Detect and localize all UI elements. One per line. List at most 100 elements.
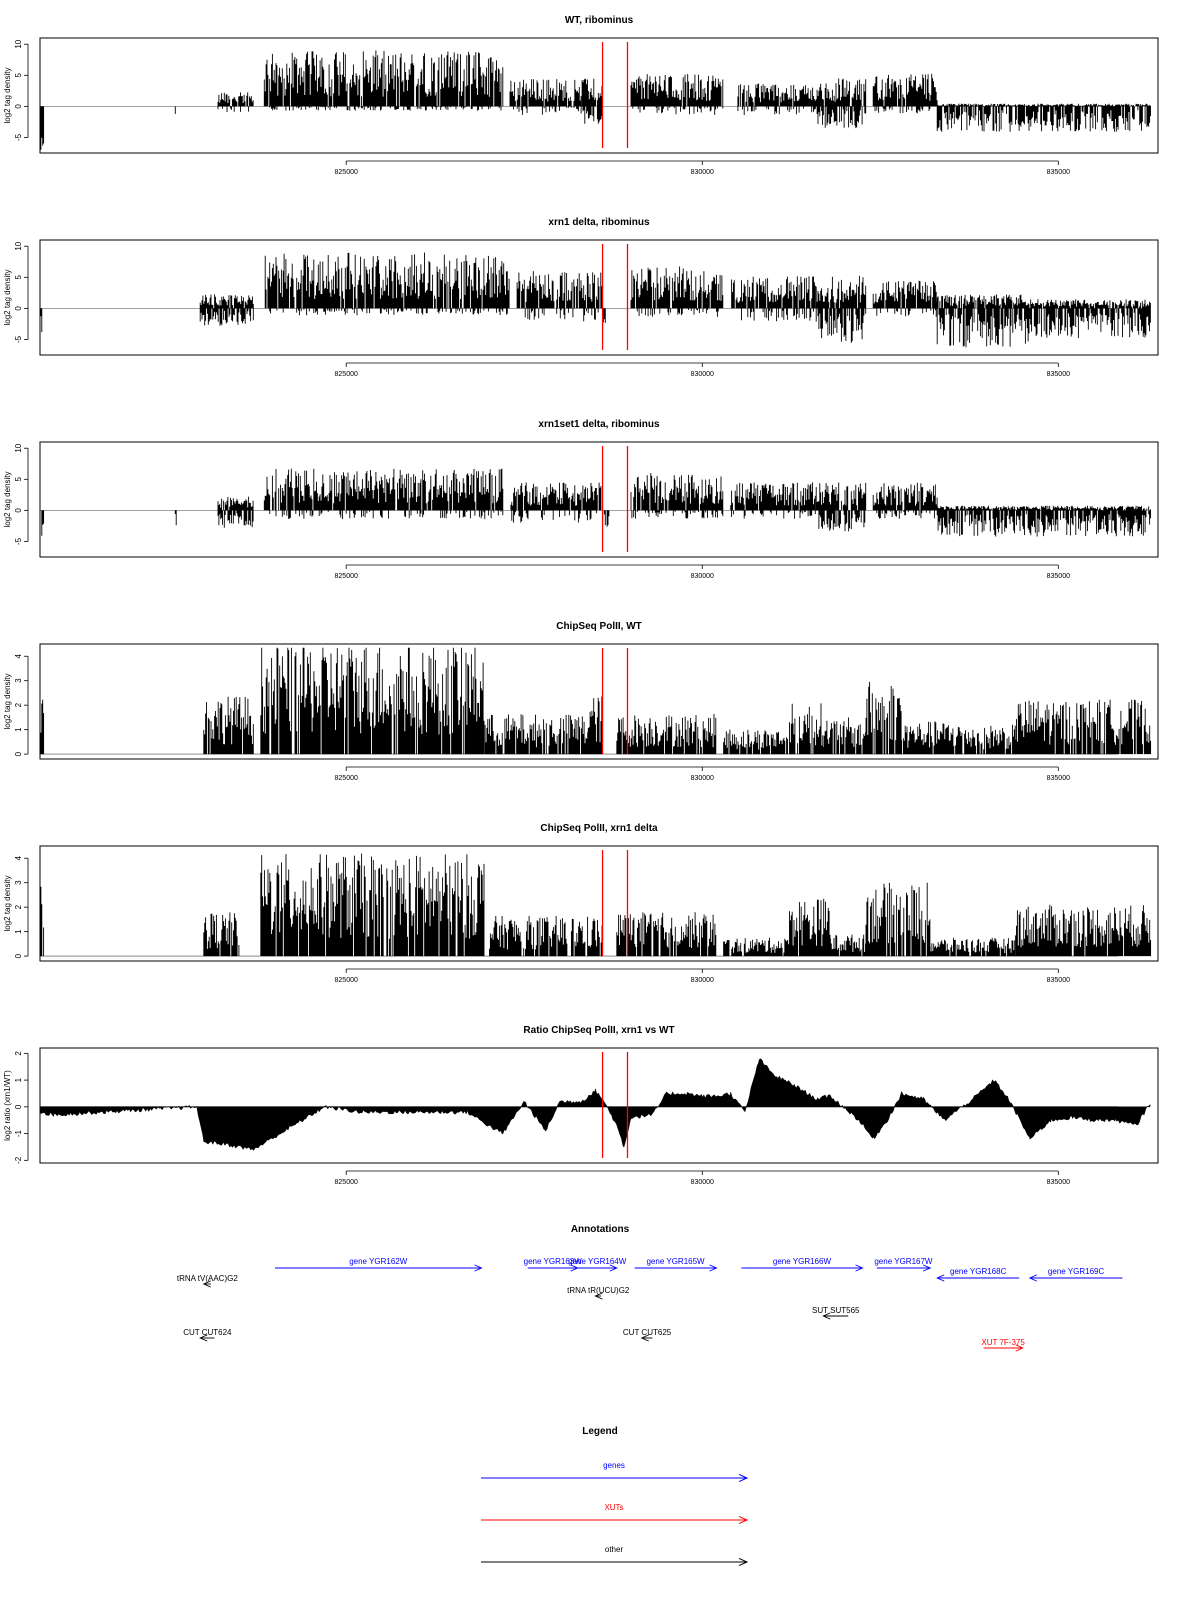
density-bars xyxy=(39,510,45,536)
density-bars xyxy=(815,78,867,129)
track-panel-3: xrn1set1 delta, ribominus -5 0 5 10 log2 tag … xyxy=(3,419,1159,580)
annotation-gene: gene YGR162W xyxy=(274,1257,483,1272)
density-bars xyxy=(815,482,867,532)
density-segment xyxy=(872,280,938,317)
panel-title: Ratio ChipSeq PolII, xrn1 vs WT xyxy=(523,1025,674,1036)
density-bars xyxy=(484,714,589,755)
plot-frame xyxy=(39,239,1159,356)
density-bars xyxy=(731,276,816,322)
density-bars xyxy=(39,106,45,150)
density-bars xyxy=(199,294,254,326)
annotation-other: CUT CUT624 xyxy=(183,1328,232,1342)
annotation-other: SUT SUT565 xyxy=(812,1306,860,1320)
annotation-label: gene YGR164W xyxy=(568,1257,627,1266)
density-bars xyxy=(865,882,931,957)
density-segment xyxy=(872,482,938,519)
density-bars xyxy=(510,482,602,523)
ratio-area xyxy=(39,1058,1151,1151)
density-segment xyxy=(1015,904,1152,957)
density-segment xyxy=(723,729,788,755)
annotation-xut: XUT 7F-375 xyxy=(981,1338,1025,1352)
plot-frame xyxy=(39,441,1159,558)
density-segment xyxy=(39,106,45,150)
density-bars xyxy=(1029,299,1151,338)
density-segment xyxy=(730,482,816,519)
density-bars xyxy=(602,510,610,527)
density-segment xyxy=(264,252,510,316)
density-segment xyxy=(630,473,724,519)
x-tick-label: 825000 xyxy=(335,169,358,176)
density-bars xyxy=(616,713,717,755)
arrow-head xyxy=(202,1280,211,1288)
density-bars xyxy=(936,294,1030,348)
density-bars xyxy=(787,898,831,957)
density-segment xyxy=(39,886,45,957)
density-bars xyxy=(829,934,866,957)
y-tick-label: 1 xyxy=(14,727,23,732)
arrow-head xyxy=(738,1473,749,1483)
density-bars xyxy=(872,280,938,317)
legend-entry-gene: genes xyxy=(481,1461,749,1483)
annotation-label: gene YGR163W xyxy=(524,1257,583,1266)
annotation-label: gene YGR166W xyxy=(773,1257,832,1266)
arrow-head xyxy=(855,1264,864,1272)
density-bars xyxy=(260,647,485,755)
density-segment xyxy=(217,496,254,528)
density-segment xyxy=(829,934,866,957)
y-tick-label: 1 xyxy=(14,1077,23,1082)
annotation-label: tRNA tV(AAC)G2 xyxy=(177,1274,238,1283)
y-axis-label: log2 tag density xyxy=(3,67,12,123)
x-tick-label: 835000 xyxy=(1047,169,1070,176)
density-segment xyxy=(815,275,867,343)
annotation-gene: gene YGR166W xyxy=(741,1257,864,1272)
density-bars xyxy=(203,912,240,957)
density-bars xyxy=(723,937,788,957)
annotation-gene: gene YGR165W xyxy=(634,1257,718,1272)
density-bars xyxy=(263,468,504,520)
density-segment xyxy=(1029,299,1151,338)
y-tick-label: 0 xyxy=(14,953,23,958)
density-bars xyxy=(587,696,603,755)
x-tick-label: 835000 xyxy=(1047,1179,1070,1186)
arrow-head xyxy=(922,1264,932,1272)
annotations-title: Annotations xyxy=(571,1224,630,1235)
x-tick-label: 835000 xyxy=(1047,573,1070,580)
y-tick-label: 0 xyxy=(14,306,23,311)
density-bars xyxy=(489,916,603,957)
density-segment xyxy=(39,510,45,536)
y-tick-label: 5 xyxy=(14,275,23,280)
density-bars xyxy=(737,83,817,115)
annotation-label: gene YGR162W xyxy=(349,1257,408,1266)
arrow-head xyxy=(738,1557,749,1567)
density-segment xyxy=(616,713,717,755)
density-bars xyxy=(264,252,510,316)
annotation-label: gene YGR165W xyxy=(646,1257,705,1266)
density-bars xyxy=(929,937,1016,957)
panel-title: ChipSeq PolII, xrn1 delta xyxy=(540,823,658,834)
density-bars xyxy=(616,912,717,957)
density-bars xyxy=(39,886,45,957)
panel-title: ChipSeq PolII, WT xyxy=(556,621,642,632)
density-segment xyxy=(263,468,504,520)
density-segment xyxy=(865,882,931,957)
y-tick-label: 2 xyxy=(14,702,23,707)
y-axis-label: log2 tag density xyxy=(3,673,12,729)
annotation-gene: gene YGR168C xyxy=(936,1267,1020,1282)
density-bars xyxy=(516,271,603,322)
y-tick-label: 0 xyxy=(14,1104,23,1109)
x-tick-label: 825000 xyxy=(335,775,358,782)
density-bars xyxy=(789,703,824,755)
density-bars xyxy=(581,78,603,124)
legend-label: XUTs xyxy=(604,1503,623,1512)
density-segment xyxy=(630,74,724,115)
annotation-label: SUT SUT565 xyxy=(812,1306,860,1315)
y-tick-label: -2 xyxy=(14,1156,23,1164)
arrow-head xyxy=(709,1264,718,1272)
density-segment xyxy=(174,510,177,526)
annotation-label: gene YGR169C xyxy=(1048,1267,1105,1276)
density-segment xyxy=(731,276,816,322)
density-segment xyxy=(822,717,867,755)
panel-title: xrn1set1 delta, ribominus xyxy=(538,419,660,430)
x-tick-label: 825000 xyxy=(335,573,358,580)
